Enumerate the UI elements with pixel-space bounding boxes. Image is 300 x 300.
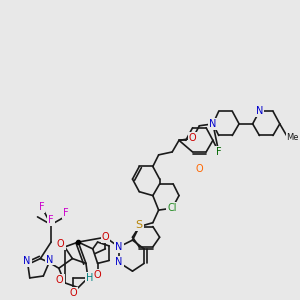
Text: O: O <box>56 275 64 285</box>
Text: N: N <box>256 106 263 116</box>
Text: O: O <box>189 134 196 143</box>
Text: N: N <box>23 256 31 266</box>
Text: N: N <box>115 257 123 267</box>
Text: S: S <box>136 220 143 230</box>
Text: F: F <box>216 147 221 157</box>
Text: O: O <box>94 270 101 280</box>
Text: O: O <box>57 239 64 249</box>
Text: HO: HO <box>86 273 101 283</box>
Text: N: N <box>46 254 54 265</box>
Text: O: O <box>70 288 77 298</box>
Text: F: F <box>39 202 44 212</box>
Text: O: O <box>101 232 109 242</box>
Text: O: O <box>196 164 203 174</box>
Text: N: N <box>115 242 123 252</box>
Text: N: N <box>209 119 217 129</box>
Text: F: F <box>63 208 68 218</box>
Text: Me: Me <box>286 133 299 142</box>
Text: F: F <box>48 215 54 225</box>
Text: Cl: Cl <box>167 203 177 213</box>
